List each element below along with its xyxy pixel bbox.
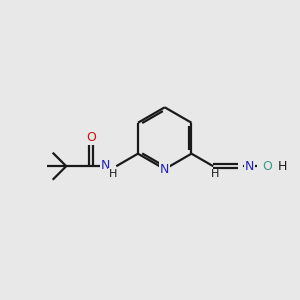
Text: N: N <box>160 163 169 176</box>
Text: H: H <box>278 160 287 173</box>
Text: O: O <box>262 160 272 173</box>
Text: H: H <box>211 169 219 179</box>
Text: N: N <box>245 160 254 173</box>
Text: N: N <box>100 159 110 172</box>
Text: O: O <box>86 131 96 144</box>
Text: H: H <box>109 169 117 178</box>
